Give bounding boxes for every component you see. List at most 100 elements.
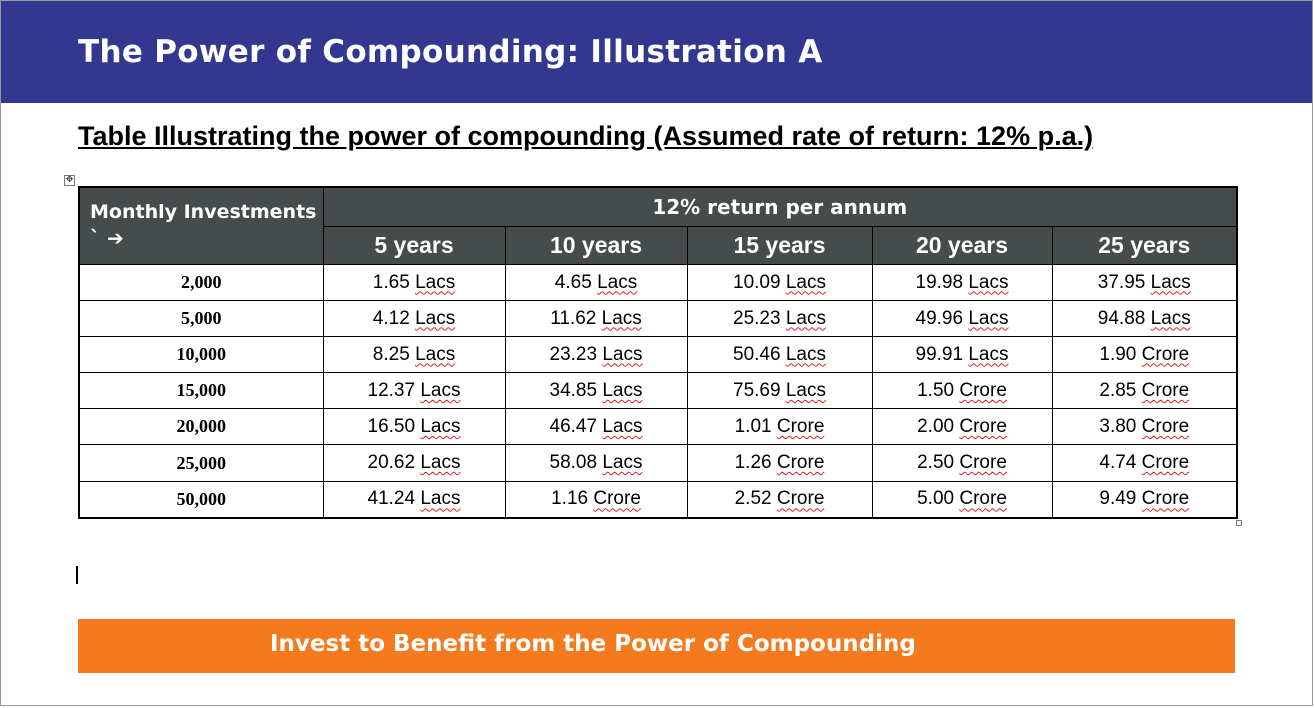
return-amount: 1.26 [734, 452, 772, 474]
table-row: 50,000 41.24 Lacs 1.16 Crore 2.52 Crore 5.00… [78, 480, 1238, 519]
return-amount: 58.08 [549, 452, 598, 474]
return-unit: Crore [776, 415, 825, 437]
compounding-table: Monthly Investments ` ➔ 12% return per a… [78, 186, 1239, 519]
return-value-cell: 9.49 Crore [1051, 480, 1238, 519]
return-value-cell: 16.50 Lacs [322, 408, 506, 446]
return-value-cell: 75.69 Lacs [686, 372, 873, 410]
return-amount: 11.62 [550, 307, 597, 329]
year-header: 10 years [504, 226, 688, 265]
return-value-cell: 1.65 Lacs [322, 263, 506, 302]
return-unit: Crore [776, 488, 825, 510]
return-amount: 4.12 [372, 307, 410, 329]
return-unit: Lacs [415, 271, 456, 293]
return-unit: Crore [959, 452, 1007, 474]
return-value-cell: 4.65 Lacs [504, 263, 688, 302]
return-unit: Lacs [597, 271, 638, 293]
table-row: 20,000 16.50 Lacs 46.47 Lacs 1.01 Crore 2.00… [78, 408, 1238, 446]
return-amount: 2.00 [917, 415, 955, 437]
return-amount: 1.01 [734, 415, 772, 437]
investment-amount: 5,000 [78, 300, 324, 338]
return-value-cell: 2.52 Crore [686, 480, 873, 519]
return-unit: Lacs [1150, 307, 1191, 329]
return-amount: 20.62 [367, 452, 416, 474]
return-unit: Lacs [420, 415, 461, 437]
year-header: 15 years [686, 226, 873, 265]
investment-amount: 15,000 [78, 372, 324, 410]
return-unit: Lacs [785, 379, 826, 401]
return-amount: 34.85 [549, 379, 598, 401]
table-row: 5,000 4.12 Lacs 11.62 Lacs 25.23 Lacs 49.96 … [78, 300, 1238, 338]
return-amount: 2.85 [1099, 379, 1137, 401]
return-amount: 75.69 [733, 379, 781, 401]
return-unit: Lacs [1150, 271, 1191, 293]
page-title: The Power of Compounding: Illustration A [78, 34, 823, 70]
return-amount: 49.96 [915, 307, 964, 329]
return-value-cell: 2.85 Crore [1051, 372, 1238, 410]
return-value-cell: 1.16 Crore [504, 480, 688, 519]
return-unit: Lacs [602, 379, 643, 401]
return-value-cell: 1.50 Crore [871, 372, 1053, 410]
corner-header: Monthly Investments ` ➔ [78, 186, 324, 265]
table-row: 10,000 8.25 Lacs 23.23 Lacs 50.46 Lacs 99.91… [78, 336, 1238, 374]
table-row: 2,000 1.65 Lacs 4.65 Lacs 10.09 Lacs 19.98 L… [78, 263, 1238, 302]
table-caption: Table Illustrating the power of compound… [78, 121, 1094, 151]
return-amount: 1.50 [917, 379, 955, 401]
return-unit: Lacs [785, 271, 826, 293]
return-unit: Lacs [968, 271, 1009, 293]
investment-amount: 2,000 [78, 263, 324, 302]
return-value-cell: 25.23 Lacs [686, 300, 873, 338]
table-row: 15,000 12.37 Lacs 34.85 Lacs 75.69 Lacs 1.50… [78, 372, 1238, 410]
return-unit: Lacs [968, 343, 1009, 365]
return-unit: Crore [1141, 488, 1190, 510]
return-unit: Crore [1141, 343, 1190, 365]
investment-amount: 25,000 [78, 444, 324, 482]
return-amount: 4.65 [554, 271, 592, 293]
return-amount: 1.16 [551, 488, 589, 510]
return-value-cell: 94.88 Lacs [1051, 300, 1238, 338]
return-amount: 37.95 [1097, 271, 1146, 293]
return-value-cell: 50.46 Lacs [686, 336, 873, 374]
table-move-handle-icon[interactable]: ✥ [64, 175, 75, 186]
table-resize-handle[interactable] [1236, 520, 1242, 526]
return-value-cell: 5.00 Crore [871, 480, 1053, 519]
return-amount: 8.25 [372, 343, 410, 365]
return-amount: 46.47 [549, 415, 598, 437]
investment-amount: 10,000 [78, 336, 324, 374]
corner-label: Monthly Investments [90, 201, 317, 223]
return-value-cell: 3.80 Crore [1051, 408, 1238, 446]
return-value-cell: 19.98 Lacs [871, 263, 1053, 302]
return-value-cell: 1.01 Crore [686, 408, 873, 446]
return-value-cell: 11.62 Lacs [504, 300, 688, 338]
return-unit: Lacs [415, 307, 456, 329]
return-amount: 25.23 [733, 307, 781, 329]
return-rate-header: 12% return per annum [322, 186, 1238, 227]
return-value-cell: 49.96 Lacs [871, 300, 1053, 338]
return-amount: 16.50 [367, 415, 416, 437]
year-header: 20 years [871, 226, 1053, 265]
return-value-cell: 34.85 Lacs [504, 372, 688, 410]
year-header: 25 years [1051, 226, 1238, 265]
text-cursor [76, 566, 78, 584]
return-value-cell: 1.26 Crore [686, 444, 873, 482]
return-unit: Crore [1141, 415, 1190, 437]
cta-text: Invest to Benefit from the Power of Comp… [270, 631, 916, 657]
return-amount: 1.65 [372, 271, 410, 293]
return-value-cell: 23.23 Lacs [504, 336, 688, 374]
return-amount: 19.98 [915, 271, 964, 293]
return-amount: 1.90 [1099, 343, 1137, 365]
return-value-cell: 99.91 Lacs [871, 336, 1053, 374]
return-value-cell: 58.08 Lacs [504, 444, 688, 482]
return-unit: Lacs [415, 343, 456, 365]
return-amount: 23.23 [549, 343, 598, 365]
return-unit: Crore [593, 488, 641, 510]
return-amount: 10.09 [733, 271, 781, 293]
return-amount: 4.74 [1099, 452, 1137, 474]
investment-amount: 20,000 [78, 408, 324, 446]
return-unit: Lacs [968, 307, 1009, 329]
return-value-cell: 4.74 Crore [1051, 444, 1238, 482]
return-value-cell: 8.25 Lacs [322, 336, 506, 374]
return-unit: Crore [1141, 452, 1190, 474]
return-value-cell: 12.37 Lacs [322, 372, 506, 410]
return-unit: Lacs [420, 488, 461, 510]
